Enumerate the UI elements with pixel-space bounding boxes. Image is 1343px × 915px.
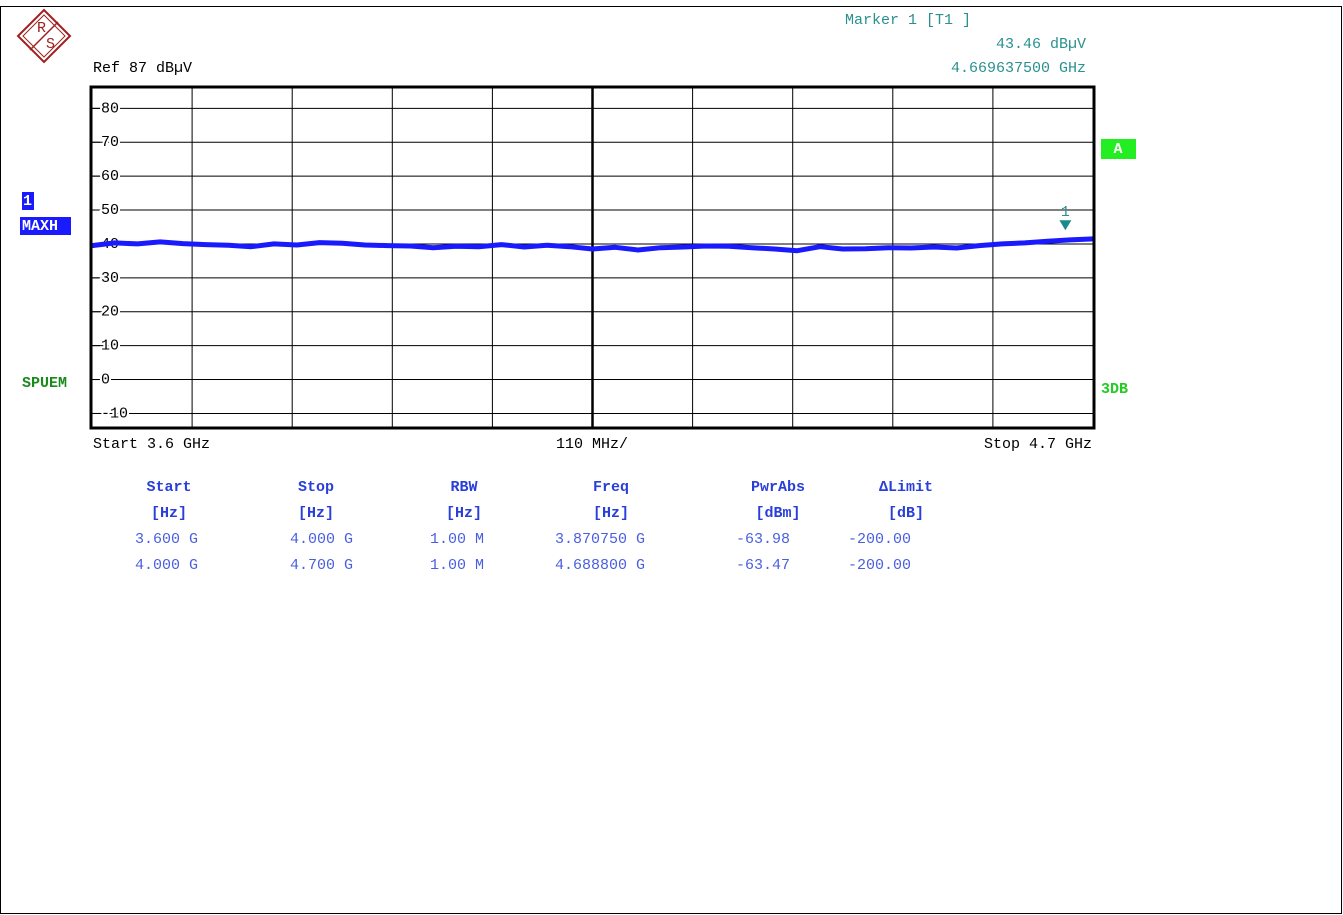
y-tick-label: 50 bbox=[101, 202, 119, 219]
side-label: 3DB bbox=[1101, 381, 1128, 398]
table-cell: 3.600 G bbox=[135, 531, 198, 548]
table-header: ΔLimit bbox=[879, 479, 933, 496]
y-tick-label: 80 bbox=[101, 100, 119, 117]
table-cell: 4.700 G bbox=[290, 557, 353, 574]
table-cell: 1.00 M bbox=[430, 531, 484, 548]
trace-number: 1 bbox=[23, 193, 32, 210]
y-tick-label: 10 bbox=[101, 338, 119, 355]
x-stop: Stop 4.7 GHz bbox=[984, 436, 1092, 453]
table-cell: -63.47 bbox=[736, 557, 790, 574]
marker-freq: 4.669637500 GHz bbox=[951, 60, 1086, 77]
side-label: A bbox=[1113, 141, 1122, 158]
table-cell: 3.870750 G bbox=[555, 531, 645, 548]
y-tick-label: 20 bbox=[101, 304, 119, 321]
y-tick-label: 0 bbox=[101, 372, 110, 389]
table-header: [Hz] bbox=[593, 505, 629, 522]
trace-mode-box bbox=[20, 217, 71, 235]
trace bbox=[91, 236, 1094, 254]
table-header: Stop bbox=[298, 479, 334, 496]
marker-value: 43.46 dBµV bbox=[996, 36, 1086, 53]
y-tick-label: -10 bbox=[101, 405, 128, 422]
mode-label: SPUEM bbox=[22, 375, 67, 392]
table-header: [dB] bbox=[888, 505, 924, 522]
y-tick-label: 60 bbox=[101, 168, 119, 185]
table-cell: -200.00 bbox=[848, 557, 911, 574]
table-cell: -63.98 bbox=[736, 531, 790, 548]
table-header: Freq bbox=[593, 479, 629, 496]
table: Start [Hz] Stop [Hz] RBW [Hz] Freq [Hz] PwrAbs [d… bbox=[135, 479, 933, 574]
trace-mode: MAXH bbox=[22, 218, 58, 235]
table-cell: -200.00 bbox=[848, 531, 911, 548]
table-cell: 4.000 G bbox=[290, 531, 353, 548]
table-header: [Hz] bbox=[151, 505, 187, 522]
table-header: [dBm] bbox=[755, 505, 800, 522]
trace-box bbox=[22, 192, 34, 210]
logo: R S bbox=[16, 8, 72, 64]
y-tick-label: 70 bbox=[101, 134, 119, 151]
x-span: 110 MHz/ bbox=[556, 436, 628, 453]
y-tick-label: 30 bbox=[101, 270, 119, 287]
table-header: RBW bbox=[450, 479, 477, 496]
marker-title: Marker 1 [T1 ] bbox=[845, 12, 971, 29]
table-cell: 4.000 G bbox=[135, 557, 198, 574]
marker-label: 1 bbox=[1061, 204, 1070, 221]
marker bbox=[1059, 220, 1072, 231]
plot-frame bbox=[89, 85, 1096, 430]
svg-text:R: R bbox=[37, 20, 46, 37]
x-start: Start 3.6 GHz bbox=[93, 436, 210, 453]
table-cell: 1.00 M bbox=[430, 557, 484, 574]
table-header: PwrAbs bbox=[751, 479, 805, 496]
svg-text:S: S bbox=[46, 36, 55, 53]
table-header: [Hz] bbox=[298, 505, 334, 522]
table-header: Start bbox=[146, 479, 191, 496]
ref-level: Ref 87 dBµV bbox=[93, 60, 192, 77]
frame bbox=[0, 6, 1342, 914]
side-box bbox=[1101, 139, 1136, 159]
table-header: [Hz] bbox=[446, 505, 482, 522]
table-cell: 4.688800 G bbox=[555, 557, 645, 574]
